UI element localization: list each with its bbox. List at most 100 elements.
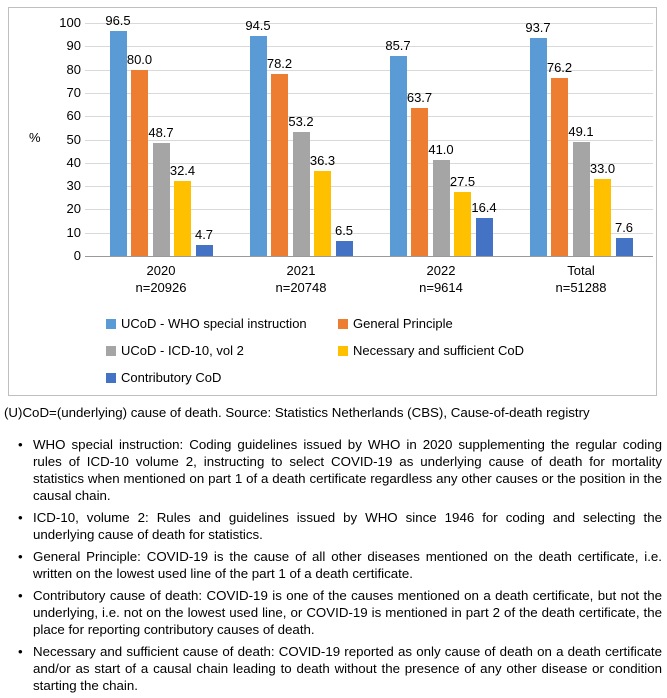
bar-value-label: 49.1 [568, 124, 594, 139]
category-label: 2020 n=20926 [91, 262, 231, 296]
y-tick-label: 10 [66, 224, 81, 240]
bar-value-label: 48.7 [148, 125, 174, 140]
legend-entry: Contributory CoD [106, 370, 221, 385]
gridline [85, 232, 653, 234]
bar-ucod-who-special-instruction-2022 [389, 56, 407, 256]
bar-value-label: 76.2 [546, 60, 573, 75]
category-n: n=20748 [275, 280, 327, 295]
legend-entry: UCoD - WHO special instruction [106, 316, 307, 331]
legend-label: UCoD - WHO special instruction [121, 316, 307, 331]
bar-ucod-who-special-instruction-2020 [109, 31, 127, 256]
source-note: (U)CoD=(underlying) cause of death. Sour… [4, 405, 590, 420]
bar-general-principle-2021 [271, 74, 288, 256]
bar-ucod-who-special-instruction-2021 [249, 36, 267, 256]
category-year: 2021 [286, 263, 316, 278]
category-n: n=9614 [419, 280, 463, 295]
bar-value-label: 4.7 [194, 227, 214, 242]
bar-contributory-cod-2020 [195, 245, 213, 256]
bar-value-label: 93.7 [525, 20, 551, 35]
definition-text: Necessary and sufficient cause of death:… [33, 644, 662, 693]
bar-general-principle-total [551, 78, 568, 256]
bar-value-label: 33.0 [589, 161, 616, 176]
bar-ucod-who-special-instruction-total [529, 38, 547, 256]
bar-value-label: 27.5 [449, 174, 476, 189]
gridline [85, 92, 653, 94]
bar-contributory-cod-total [615, 238, 633, 256]
bullet-icon: • [18, 437, 23, 452]
bar-value-label: 96.5 [105, 13, 131, 28]
bar-necessary-and-sufficient-cod-2021 [314, 171, 331, 256]
category-year: 2022 [426, 263, 456, 278]
y-tick-label: 100 [59, 15, 81, 30]
bar-value-label: 78.2 [266, 56, 293, 71]
plot-area: 0 10 20 30 40 50 60 70 80 90 100 96.5 80.0 48.7 32.4 4.… [9, 8, 656, 395]
y-tick-label: 40 [66, 154, 81, 170]
y-tick-label: 30 [66, 178, 81, 194]
bullet-icon: • [18, 510, 23, 525]
category-year: 2020 [146, 263, 176, 278]
bar-ucod-icd-10-vol-2-2022 [432, 160, 450, 256]
bullet-icon: • [18, 549, 23, 564]
legend-label: Necessary and sufficient CoD [353, 343, 525, 358]
bar-necessary-and-sufficient-cod-2020 [174, 181, 191, 256]
definition-item: • ICD-10, volume 2: Rules and guidelines … [4, 509, 662, 543]
bar-value-label: 63.7 [406, 90, 433, 105]
chart-panel: 0 10 20 30 40 50 60 70 80 90 100 96.5 80.0 48.7 32.4 4.… [8, 7, 657, 396]
bullet-icon: • [18, 644, 23, 659]
definition-item: • Contributory cause of death: COVID-19 i… [4, 587, 662, 638]
gridline [85, 69, 653, 71]
legend-label: Contributory CoD [121, 370, 222, 385]
bar-ucod-icd-10-vol-2-2020 [152, 143, 170, 256]
bar-contributory-cod-2021 [335, 241, 353, 256]
y-tick-label: 80 [66, 61, 81, 77]
gridline [85, 116, 653, 118]
legend-label: UCoD - ICD-10, vol 2 [121, 343, 244, 358]
bar-general-principle-2022 [411, 108, 428, 256]
definition-item: • General Principle: COVID-19 is the caus… [4, 548, 662, 582]
gridline [85, 186, 653, 188]
y-tick-label: 60 [66, 108, 81, 124]
bar-value-label: 94.5 [245, 18, 271, 33]
x-axis-line [85, 256, 653, 257]
category-n: n=51288 [555, 280, 607, 295]
bar-necessary-and-sufficient-cod-2022 [454, 192, 471, 256]
y-tick-label: 0 [73, 248, 81, 263]
definition-text: ICD-10, volume 2: Rules and guidelines i… [33, 510, 662, 542]
bar-ucod-icd-10-vol-2-total [572, 142, 590, 256]
legend-marker-icon [106, 372, 116, 383]
legend-entry: General Principle [338, 316, 453, 331]
bar-value-label: 53.2 [288, 114, 314, 129]
bar-value-label: 80.0 [126, 52, 153, 67]
bar-value-label: 41.0 [428, 142, 454, 157]
bar-value-label: 36.3 [309, 153, 336, 168]
bar-value-label: 7.6 [614, 220, 634, 235]
bar-value-label: 32.4 [169, 163, 196, 178]
category-label: 2022 n=9614 [371, 262, 511, 296]
bar-value-label: 85.7 [385, 38, 411, 53]
definition-list: • WHO special instruction: Coding guideli… [4, 436, 662, 694]
gridline [85, 139, 653, 141]
definition-text: Contributory cause of death: COVID-19 is… [33, 588, 662, 637]
definition-text: General Principle: COVID-19 is the cause… [33, 549, 662, 581]
category-label: 2021 n=20748 [231, 262, 371, 296]
legend-entry: UCoD - ICD-10, vol 2 [106, 343, 244, 358]
gridline [85, 23, 653, 24]
bar-general-principle-2020 [131, 70, 148, 256]
y-axis-title: % [29, 130, 41, 145]
notes-section: (U)CoD=(underlying) cause of death. Sour… [4, 404, 662, 694]
definition-text: WHO special instruction: Coding guidelin… [33, 437, 662, 503]
y-tick-label: 90 [66, 38, 81, 54]
category-n: n=20926 [135, 280, 187, 295]
bar-contributory-cod-2022 [475, 218, 493, 256]
y-tick-label: 70 [66, 84, 81, 100]
legend-marker-icon [338, 345, 348, 356]
legend-label: General Principle [353, 316, 453, 331]
legend-marker-icon [106, 345, 116, 356]
y-tick-label: 50 [66, 131, 81, 147]
legend-entry: Necessary and sufficient CoD [338, 343, 524, 358]
bar-ucod-icd-10-vol-2-2021 [292, 132, 310, 256]
bullet-icon: • [18, 588, 23, 603]
legend-marker-icon [106, 318, 116, 329]
definition-item: • WHO special instruction: Coding guideli… [4, 436, 662, 504]
